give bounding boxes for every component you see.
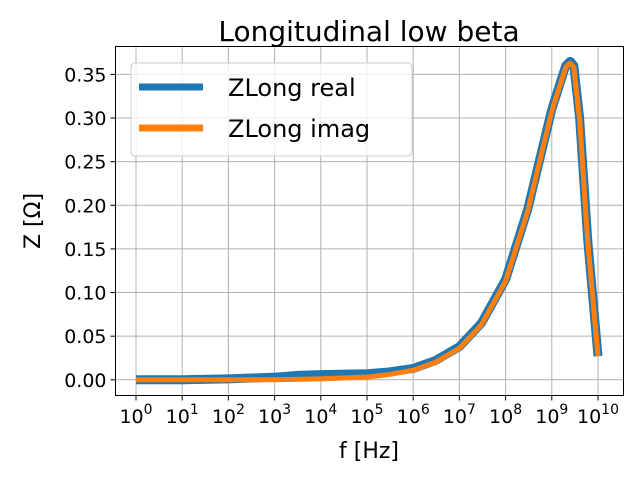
legend-label-zlong-imag: ZLong imag	[228, 115, 370, 143]
y-tick-label: 0.10	[64, 283, 106, 305]
y-axis-label: Z [Ω]	[21, 193, 46, 249]
x-tick-label: 109	[535, 402, 568, 428]
x-tick-label: 107	[443, 402, 476, 428]
legend: ZLong real ZLong imag	[130, 62, 413, 157]
series-lines	[136, 56, 603, 385]
y-tick-label: 0.25	[64, 152, 106, 174]
plot-frame	[115, 46, 624, 396]
x-axis-ticks: 100 101 102 103 104 105 106 107 108 109 1010	[119, 395, 619, 428]
x-tick-label: 103	[258, 402, 291, 428]
y-tick-label: 0.05	[64, 326, 106, 348]
x-tick-label: 108	[489, 402, 522, 428]
y-tick-label: 0.00	[64, 370, 106, 392]
y-tick-label: 0.15	[64, 239, 106, 261]
x-tick-label: 104	[304, 402, 337, 428]
x-tick-label: 102	[212, 402, 245, 428]
y-tick-label: 0.35	[64, 64, 106, 86]
series-line-zlong-imag	[136, 60, 601, 383]
y-tick-label: 0.20	[64, 195, 106, 217]
x-tick-label: 100	[119, 402, 152, 428]
y-axis-ticks: 0.00 0.05 0.10 0.15 0.20 0.25 0.30 0.35	[64, 64, 116, 392]
x-axis-label: f [Hz]	[339, 439, 399, 464]
x-tick-label: 101	[166, 402, 199, 428]
y-tick-label: 0.30	[64, 108, 106, 130]
x-tick-label: 105	[350, 402, 383, 428]
x-tick-label: 106	[397, 402, 430, 428]
chart-title: Longitudinal low beta	[218, 15, 519, 48]
legend-label-zlong-real: ZLong real	[228, 74, 356, 102]
x-tick-label: 1010	[577, 402, 619, 428]
